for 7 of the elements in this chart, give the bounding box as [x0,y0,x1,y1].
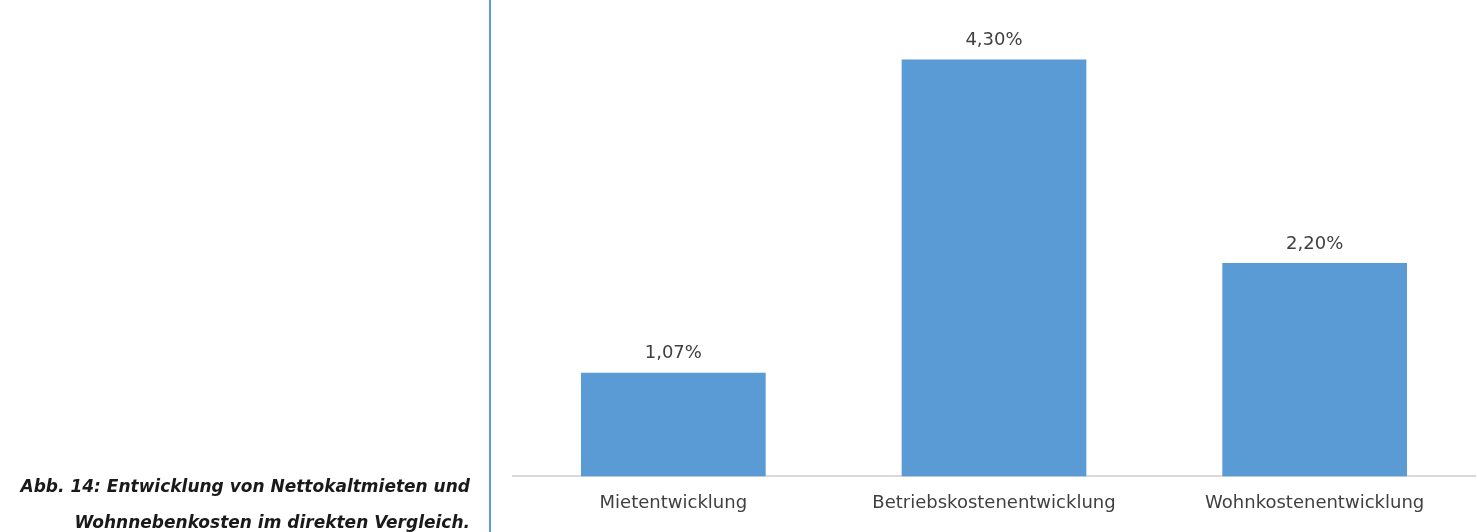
text: Abb. 14: Entwicklung von Nettokaltmieten und Wohnnebenkosten im direkten Vergleich. [18,475,470,532]
x-tick-label: Betriebskostenentwicklung [872,490,1116,512]
data-label: 2,20% [1286,231,1344,253]
x-tick-label: Wohnkostenentwicklung [1205,490,1425,512]
data-label: 4,30% [965,28,1023,50]
x-tick-label: Mietentwicklung [599,490,748,512]
data-label: 1,07% [644,341,702,363]
